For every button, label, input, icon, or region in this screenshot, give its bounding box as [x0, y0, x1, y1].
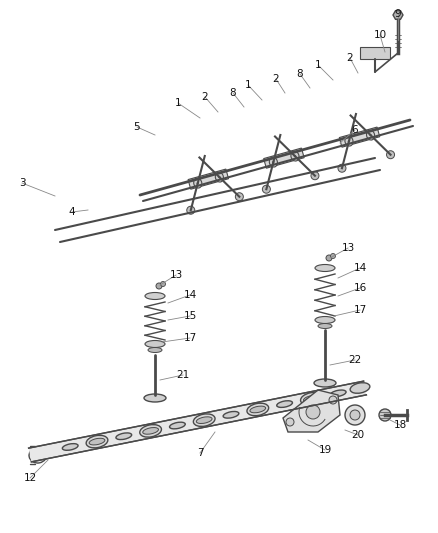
Ellipse shape: [277, 401, 293, 407]
Circle shape: [326, 255, 332, 261]
Ellipse shape: [86, 435, 108, 448]
Circle shape: [331, 254, 336, 259]
Ellipse shape: [145, 341, 165, 348]
Circle shape: [187, 206, 195, 214]
Ellipse shape: [330, 390, 346, 397]
Text: 6: 6: [352, 125, 358, 135]
Ellipse shape: [62, 443, 78, 450]
Circle shape: [338, 164, 346, 172]
Text: 10: 10: [374, 30, 387, 40]
Text: 21: 21: [177, 370, 190, 380]
Polygon shape: [283, 390, 340, 432]
Text: 16: 16: [353, 283, 367, 293]
Circle shape: [286, 418, 294, 426]
Ellipse shape: [116, 433, 132, 440]
Ellipse shape: [194, 178, 202, 188]
Text: 20: 20: [351, 430, 364, 440]
Text: 2: 2: [201, 92, 208, 102]
Polygon shape: [188, 169, 229, 189]
Polygon shape: [339, 127, 380, 147]
Circle shape: [345, 405, 365, 425]
Ellipse shape: [269, 157, 277, 167]
Ellipse shape: [345, 136, 353, 146]
Circle shape: [350, 410, 360, 420]
Text: 8: 8: [230, 88, 237, 98]
Circle shape: [235, 193, 244, 201]
Ellipse shape: [140, 425, 162, 437]
Text: 18: 18: [393, 420, 406, 430]
Text: 9: 9: [395, 9, 401, 19]
Text: 17: 17: [353, 305, 367, 315]
Polygon shape: [264, 148, 304, 168]
Ellipse shape: [145, 293, 165, 300]
Bar: [360, 47, 390, 59]
Circle shape: [379, 409, 391, 421]
Text: 14: 14: [353, 263, 367, 273]
Text: 5: 5: [134, 122, 140, 132]
Ellipse shape: [291, 151, 299, 161]
Text: 4: 4: [69, 207, 75, 217]
Ellipse shape: [144, 394, 166, 402]
Text: 2: 2: [347, 53, 353, 63]
Ellipse shape: [350, 383, 370, 393]
Ellipse shape: [318, 324, 332, 328]
Text: 1: 1: [245, 80, 251, 90]
Ellipse shape: [32, 450, 44, 460]
Ellipse shape: [143, 427, 159, 434]
Text: 1: 1: [314, 60, 321, 70]
Circle shape: [262, 185, 270, 193]
Ellipse shape: [215, 172, 223, 182]
Circle shape: [311, 172, 319, 180]
Ellipse shape: [148, 348, 162, 352]
Circle shape: [156, 283, 162, 289]
Ellipse shape: [367, 130, 374, 140]
Text: 13: 13: [170, 270, 183, 280]
Ellipse shape: [170, 422, 185, 429]
Text: 12: 12: [23, 473, 37, 483]
Ellipse shape: [223, 411, 239, 418]
Text: 15: 15: [184, 311, 197, 321]
Text: 19: 19: [318, 445, 332, 455]
Text: 7: 7: [197, 448, 203, 458]
Circle shape: [306, 405, 320, 419]
Text: 14: 14: [184, 290, 197, 300]
Ellipse shape: [300, 392, 322, 405]
Ellipse shape: [314, 379, 336, 387]
Text: 1: 1: [175, 98, 181, 108]
Text: 17: 17: [184, 333, 197, 343]
Text: 2: 2: [273, 74, 279, 84]
Ellipse shape: [29, 447, 47, 463]
Ellipse shape: [196, 417, 212, 424]
Text: 3: 3: [19, 178, 25, 188]
Ellipse shape: [247, 403, 268, 416]
Ellipse shape: [315, 264, 335, 271]
Ellipse shape: [193, 414, 215, 426]
Text: 8: 8: [297, 69, 303, 79]
Text: 13: 13: [341, 243, 355, 253]
Ellipse shape: [304, 395, 319, 402]
Text: 22: 22: [348, 355, 362, 365]
Circle shape: [387, 151, 395, 159]
Polygon shape: [28, 381, 366, 462]
Ellipse shape: [250, 406, 266, 413]
Circle shape: [160, 281, 166, 287]
Circle shape: [329, 396, 337, 404]
Polygon shape: [393, 11, 403, 19]
Ellipse shape: [89, 438, 105, 445]
Ellipse shape: [315, 317, 335, 324]
